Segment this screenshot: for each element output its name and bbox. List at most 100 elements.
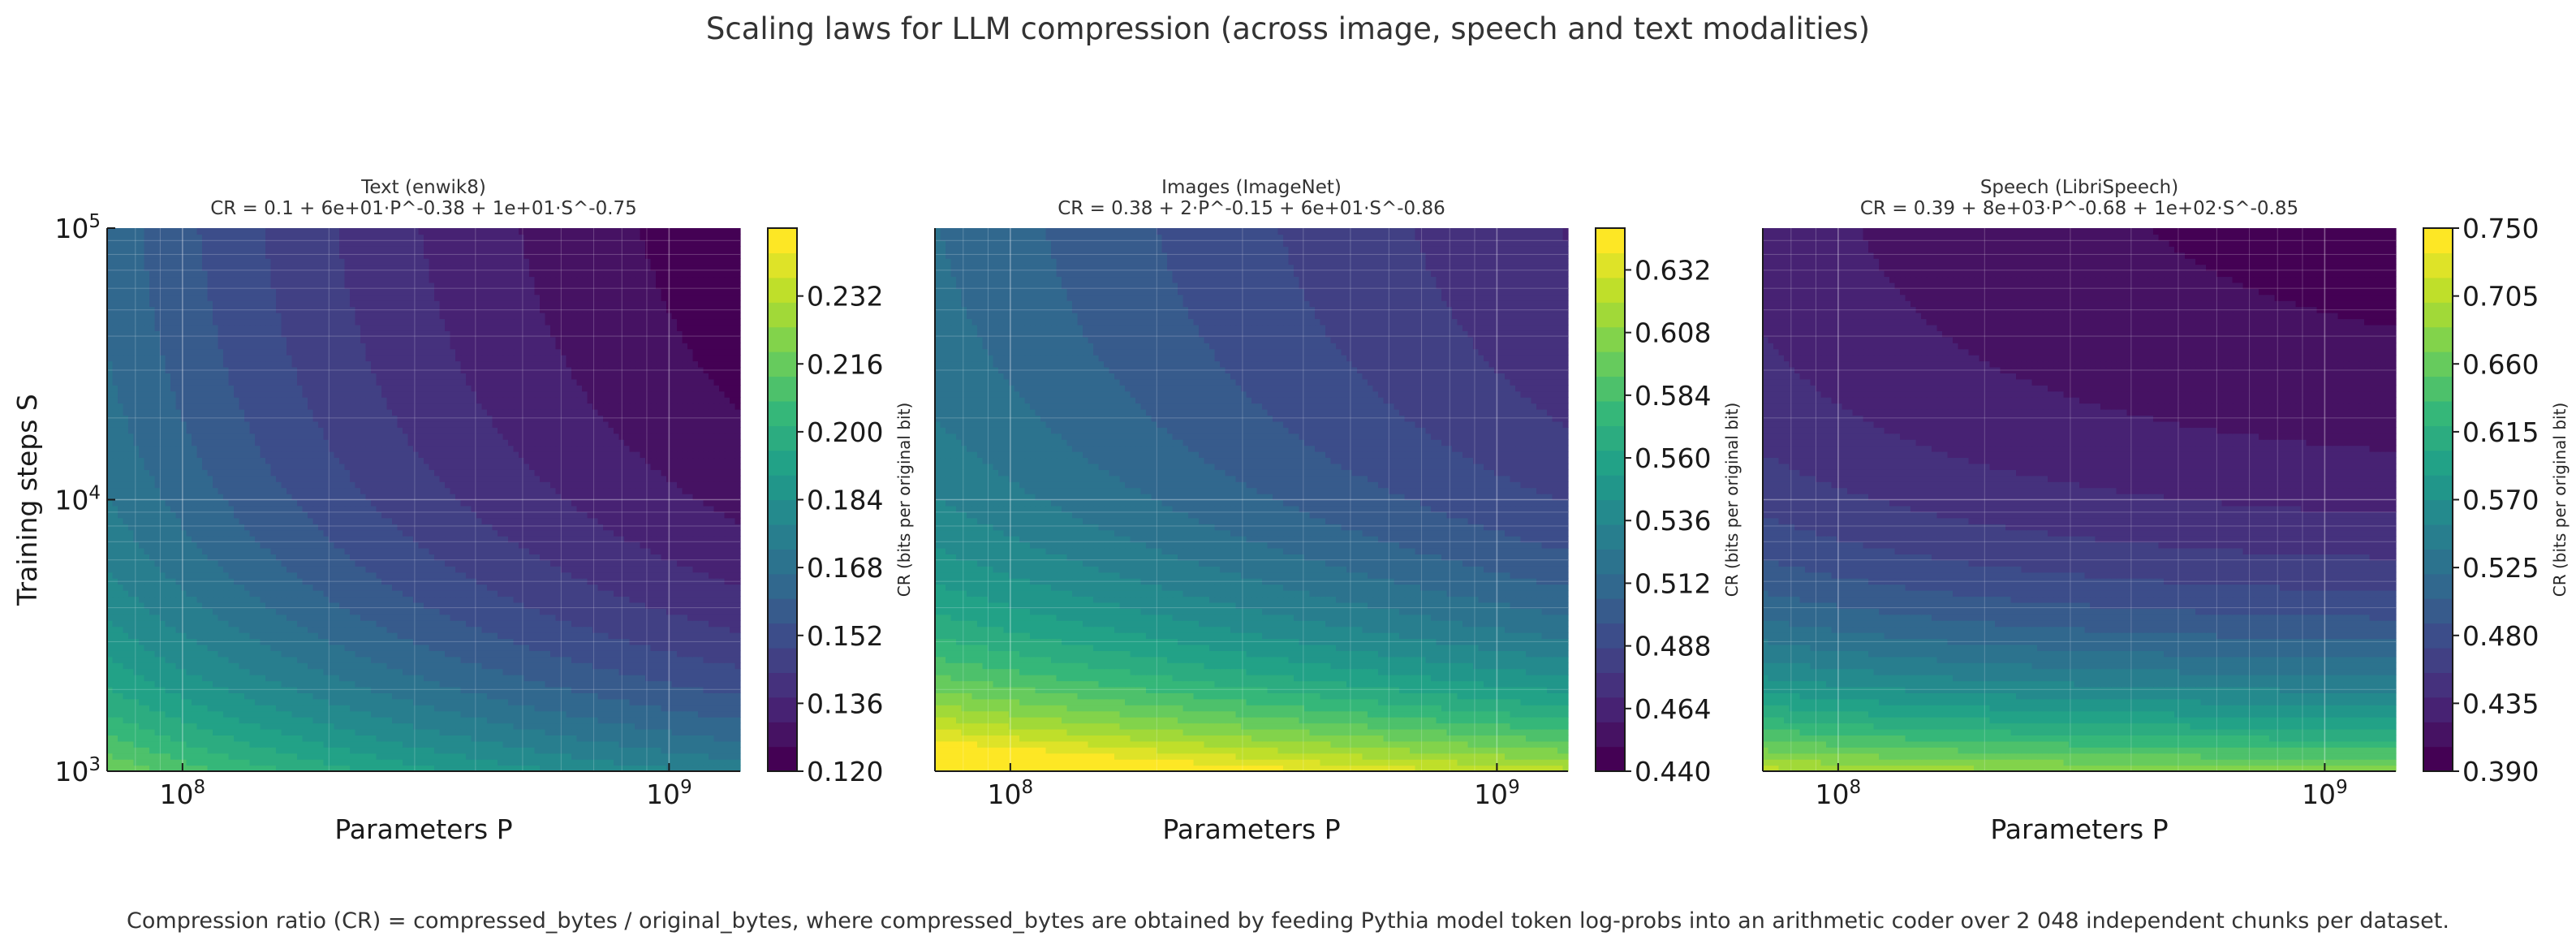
heatmap-cell <box>286 590 293 597</box>
heatmap-cell <box>291 710 298 718</box>
heatmap-cell <box>249 584 256 591</box>
heatmap-cell <box>239 692 245 700</box>
heatmap-cell <box>186 710 192 718</box>
heatmap-cell <box>265 547 272 554</box>
heatmap-cell <box>698 524 704 531</box>
heatmap-cell <box>429 614 435 621</box>
heatmap-cell <box>139 723 145 730</box>
heatmap-cell <box>429 584 435 591</box>
heatmap-cell <box>624 740 631 748</box>
heatmap-cell <box>566 584 572 591</box>
heatmap-cell <box>318 747 325 754</box>
heatmap-cell <box>344 547 351 554</box>
heatmap-cell <box>360 517 367 524</box>
heatmap-cell <box>192 614 198 621</box>
heatmap-cell <box>107 735 114 742</box>
heatmap-cell <box>424 662 430 670</box>
heatmap-cell <box>571 584 578 591</box>
heatmap-cell <box>297 662 304 670</box>
heatmap-cell <box>698 747 704 754</box>
heatmap-cell <box>350 705 356 712</box>
heatmap-cell <box>730 710 736 718</box>
heatmap-cell <box>392 608 398 615</box>
heatmap-cell <box>218 614 224 621</box>
heatmap-cell <box>487 614 493 621</box>
heatmap-cell <box>682 686 688 693</box>
heatmap-cell <box>719 675 726 682</box>
heatmap-cell <box>407 566 414 573</box>
heatmap-cell <box>529 620 536 628</box>
heatmap-cell <box>498 753 504 760</box>
heatmap-cell <box>202 590 209 597</box>
heatmap-cell <box>545 614 551 621</box>
heatmap-cell <box>392 698 398 705</box>
heatmap-cell <box>576 559 583 567</box>
heatmap-cell <box>645 662 652 670</box>
heatmap-cell <box>334 578 340 585</box>
heatmap-cell <box>133 747 140 754</box>
heatmap-cell <box>334 668 340 675</box>
heatmap-cell <box>228 662 235 670</box>
heatmap-cell <box>481 517 488 524</box>
heatmap-cell <box>671 608 678 615</box>
heatmap-cell <box>170 578 177 585</box>
heatmap-cell <box>460 680 467 688</box>
heatmap-cell <box>550 608 557 615</box>
heatmap-cell <box>698 765 704 772</box>
heatmap-cell <box>724 747 730 754</box>
heatmap-cell <box>724 668 730 675</box>
heatmap-cell <box>597 692 604 700</box>
heatmap-cell <box>270 705 277 712</box>
heatmap-cell <box>498 632 504 640</box>
heatmap-cell <box>133 656 140 663</box>
heatmap-cell <box>323 638 330 645</box>
heatmap-cell <box>149 620 156 628</box>
heatmap-cell <box>192 717 198 724</box>
heatmap-cell <box>350 536 356 543</box>
heatmap-cell <box>534 747 541 754</box>
heatmap-cell <box>318 644 325 651</box>
heatmap-cell <box>692 608 699 615</box>
heatmap-cell <box>719 554 726 561</box>
heatmap-cell <box>687 668 694 675</box>
heatmap-cell <box>181 632 187 640</box>
heatmap-cell <box>302 723 308 730</box>
heatmap-cell <box>291 650 298 658</box>
heatmap-cell <box>571 675 578 682</box>
heatmap-cell <box>498 547 504 554</box>
heatmap-cell <box>218 596 224 603</box>
heatmap-cell <box>445 626 451 633</box>
heatmap-cell <box>429 692 435 700</box>
heatmap-cell <box>344 602 351 609</box>
heatmap-cell <box>118 656 124 663</box>
heatmap-cell <box>239 632 245 640</box>
heatmap-cell <box>160 584 166 591</box>
heatmap-cell <box>671 614 678 621</box>
heatmap-cell <box>413 698 420 705</box>
heatmap-cell <box>550 602 557 609</box>
heatmap-cell <box>249 710 256 718</box>
heatmap-cell <box>276 740 282 748</box>
heatmap-cell <box>603 578 610 585</box>
heatmap-cell <box>139 517 145 524</box>
heatmap-cell <box>249 536 256 543</box>
heatmap-cell <box>118 602 124 609</box>
heatmap-cell <box>270 692 277 700</box>
heatmap-cell <box>118 668 124 675</box>
heatmap-cell <box>597 626 604 633</box>
heatmap-cell <box>640 638 646 645</box>
heatmap-cell <box>244 547 251 554</box>
heatmap-cell <box>445 656 451 663</box>
heatmap-cell <box>213 686 219 693</box>
heatmap-cell <box>719 536 726 543</box>
heatmap-cell <box>682 740 688 748</box>
heatmap-cell <box>196 705 203 712</box>
heatmap-cell <box>213 765 219 772</box>
heatmap-cell <box>455 759 462 766</box>
heatmap-cell <box>192 686 198 693</box>
heatmap-cell <box>709 759 715 766</box>
heatmap-cell <box>618 541 625 549</box>
heatmap-cell <box>677 728 683 735</box>
heatmap-cell <box>561 675 567 682</box>
heatmap-cell <box>344 608 351 615</box>
